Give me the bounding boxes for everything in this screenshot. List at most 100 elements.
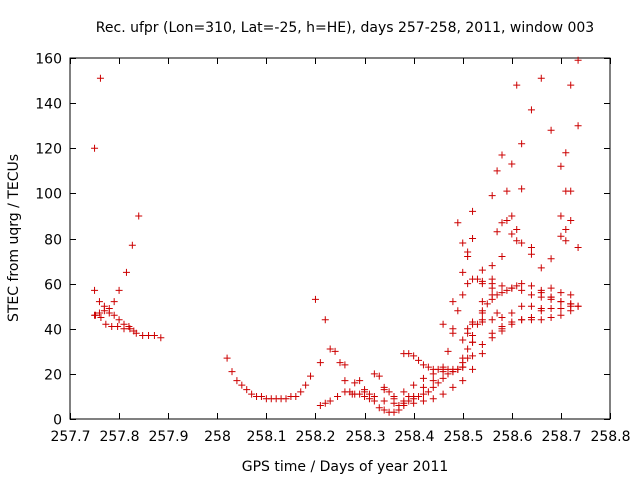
data-point [311, 295, 319, 303]
data-point [483, 300, 491, 308]
data-point [469, 332, 477, 340]
data-points [91, 56, 582, 416]
data-point [126, 325, 134, 333]
data-point [464, 325, 472, 333]
data-point [464, 280, 472, 288]
data-point [518, 316, 526, 324]
data-point [454, 307, 462, 315]
data-point [223, 354, 231, 362]
series-arc-early-2 [92, 311, 165, 342]
data-point [508, 160, 516, 168]
data-point [341, 361, 349, 369]
data-point [498, 253, 506, 261]
data-point [488, 284, 496, 292]
y-tick-label: 40 [44, 323, 62, 339]
data-point [459, 239, 467, 247]
data-point [108, 322, 116, 330]
data-point [508, 309, 516, 317]
data-point [91, 144, 99, 152]
data-point [537, 316, 545, 324]
data-point [238, 381, 246, 389]
data-point [139, 332, 147, 340]
data-point [508, 230, 516, 238]
data-point [105, 304, 113, 312]
x-tick-label: 258.7 [541, 429, 581, 445]
data-point [503, 187, 511, 195]
data-point [233, 377, 241, 385]
data-point [419, 390, 427, 398]
y-tick-label: 20 [44, 368, 62, 384]
data-point [473, 275, 481, 283]
data-point [135, 212, 143, 220]
data-point [488, 262, 496, 270]
data-point [302, 381, 310, 389]
data-point [567, 216, 575, 224]
data-point [145, 332, 153, 340]
chart-title: Rec. ufpr (Lon=310, Lat=-25, h=HE), days… [96, 20, 594, 36]
data-point [464, 345, 472, 353]
data-point [439, 390, 447, 398]
data-point [122, 268, 130, 276]
data-point [257, 392, 265, 400]
data-point [419, 361, 427, 369]
data-point [488, 295, 496, 303]
data-point [527, 282, 535, 290]
series-outliers-early [91, 74, 104, 294]
x-tick-label: 258.4 [394, 429, 434, 445]
data-point [282, 395, 290, 403]
data-point [96, 74, 104, 82]
data-point [557, 298, 565, 306]
data-point [537, 74, 545, 82]
plot-frame [69, 57, 611, 420]
data-point [434, 379, 442, 387]
data-point [527, 313, 535, 321]
data-point [405, 350, 413, 358]
data-point [128, 241, 136, 249]
data-point [478, 318, 486, 326]
data-point [503, 216, 511, 224]
data-point [488, 275, 496, 283]
series-arc-d [380, 302, 582, 407]
data-point [115, 316, 123, 324]
data-point [513, 225, 521, 233]
y-axis-label: STEC from uqrg / TECUs [6, 154, 22, 322]
data-point [488, 192, 496, 200]
data-point [508, 212, 516, 220]
data-point [365, 390, 373, 398]
data-point [114, 322, 122, 330]
data-point [157, 334, 165, 342]
data-point [341, 377, 349, 385]
data-point [410, 352, 418, 360]
x-tick-label: 258.2 [295, 429, 335, 445]
data-point [574, 56, 582, 64]
data-point [508, 284, 516, 292]
data-point [361, 386, 369, 394]
data-point [419, 397, 427, 405]
data-point [574, 122, 582, 130]
data-point [478, 280, 486, 288]
data-point [478, 307, 486, 315]
data-point [395, 406, 403, 414]
data-point [557, 311, 565, 319]
data-point [243, 386, 251, 394]
data-point [488, 316, 496, 324]
data-point [316, 359, 324, 367]
x-tick-label: 258.6 [492, 429, 532, 445]
data-point [248, 390, 256, 398]
y-tick-label: 120 [35, 142, 62, 158]
data-point [518, 239, 526, 247]
data-point [110, 298, 118, 306]
data-point [478, 341, 486, 349]
data-point [380, 383, 388, 391]
data-point [424, 363, 432, 371]
series-arc-k [459, 185, 582, 362]
axes [69, 57, 611, 420]
series-arc-e [400, 280, 582, 373]
data-point [469, 365, 477, 373]
x-tick-label: 257.7 [50, 429, 90, 445]
data-point [498, 289, 506, 297]
data-point [527, 244, 535, 252]
data-point [439, 374, 447, 382]
data-point [547, 293, 555, 301]
